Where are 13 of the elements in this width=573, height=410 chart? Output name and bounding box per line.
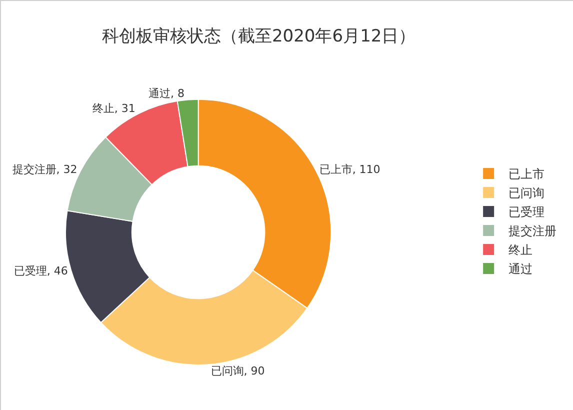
legend-label: 已受理 <box>508 205 545 220</box>
data-label: 提交注册, 32 <box>12 162 78 176</box>
chart-title: 科创板审核状态（截至2020年6月12日） <box>102 26 416 47</box>
data-label: 通过, 8 <box>148 86 185 100</box>
legend-label: 提交注册 <box>508 224 557 238</box>
data-label: 已问询, 90 <box>210 364 265 378</box>
data-label: 终止, 31 <box>92 102 136 115</box>
legend-label: 已问询 <box>508 186 545 200</box>
legend-label: 通过 <box>508 262 533 276</box>
legend-label: 终止 <box>508 243 533 258</box>
data-label: 已上市, 110 <box>319 162 380 176</box>
legend-label: 已上市 <box>508 167 545 182</box>
data-label: 已受理, 46 <box>14 264 68 278</box>
